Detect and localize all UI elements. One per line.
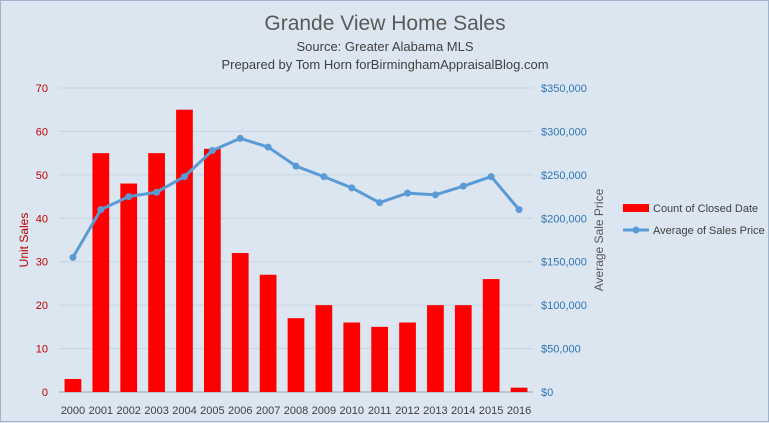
x-tick-label: 2004	[172, 405, 196, 417]
x-tick-label: 2007	[256, 405, 280, 417]
y-left-tick-label: 60	[36, 126, 48, 138]
y-left-tick-label: 70	[36, 83, 48, 95]
bar-2011	[371, 326, 389, 392]
price-point-2009	[320, 173, 328, 181]
sales-price-line	[71, 136, 521, 259]
bar-2006	[231, 253, 249, 392]
price-point-2000	[69, 253, 77, 261]
bar-2008	[287, 318, 305, 392]
y-right-tick-label: $200,000	[541, 213, 587, 225]
price-point-2008	[292, 162, 300, 170]
y-right-tick-label: $350,000	[541, 83, 587, 95]
x-tick-label: 2001	[89, 405, 113, 417]
axis-ticks: 0 10 20 30 40 50 60 70 $0 $50,000 $100,000 $150,000…	[36, 83, 587, 417]
y-right-tick-label: $50,000	[541, 344, 581, 356]
price-point-2011	[376, 199, 384, 207]
price-point-2006	[236, 134, 244, 142]
price-point-2007	[264, 143, 272, 151]
y-left-tick-label: 30	[36, 257, 48, 269]
y-left-tick-label: 40	[36, 213, 48, 225]
bar-2000	[64, 378, 82, 392]
price-point-2001	[97, 206, 105, 214]
price-point-2016	[515, 206, 523, 214]
x-tick-label: 2012	[395, 405, 419, 417]
bar-2014	[454, 305, 472, 392]
legend-bar-swatch	[623, 204, 649, 212]
bar-2010	[343, 322, 361, 392]
x-tick-label: 2015	[479, 405, 503, 417]
bar-series	[64, 109, 528, 392]
y-axis-left-label: Unit Sales	[17, 213, 31, 268]
bar-2015	[482, 279, 500, 392]
y-right-tick-label: $250,000	[541, 170, 587, 182]
y-right-tick-label: $100,000	[541, 300, 587, 312]
x-tick-label: 2003	[144, 405, 168, 417]
y-left-tick-label: 20	[36, 300, 48, 312]
price-point-2015	[487, 173, 495, 181]
price-point-2010	[348, 184, 356, 192]
x-tick-label: 2000	[61, 405, 85, 417]
legend: Count of Closed Date Average of Sales Pr…	[623, 203, 765, 237]
bar-2003	[148, 153, 165, 392]
x-tick-label: 2011	[368, 405, 392, 417]
legend-bar-label: Count of Closed Date	[653, 203, 758, 215]
y-right-tick-label: $0	[541, 387, 553, 399]
chart-title: Grande View Home Sales	[264, 12, 505, 35]
y-axis-right-label: Average Sale Price	[592, 188, 606, 291]
legend-line-label: Average of Sales Price	[653, 225, 765, 237]
line-series	[69, 134, 523, 261]
bar-2013	[427, 305, 444, 392]
x-tick-label: 2009	[312, 405, 336, 417]
price-point-2013	[431, 191, 439, 199]
bar-2005	[203, 148, 221, 392]
bar-2009	[315, 305, 333, 392]
x-tick-label: 2016	[507, 405, 531, 417]
bar-2012	[399, 322, 416, 392]
x-tick-label: 2002	[116, 405, 140, 417]
x-tick-label: 2013	[423, 405, 447, 417]
bar-2007	[259, 274, 277, 392]
y-right-tick-label: $300,000	[541, 126, 587, 138]
x-tick-label: 2005	[200, 405, 224, 417]
x-tick-label: 2014	[451, 405, 475, 417]
price-point-2002	[125, 193, 133, 201]
price-point-2005	[208, 147, 216, 155]
chart-subtitle-author: Prepared by Tom Horn forBirminghamApprai…	[221, 57, 548, 72]
gridlines	[59, 87, 533, 393]
y-left-tick-label: 0	[42, 387, 48, 399]
bar-2001	[92, 153, 110, 392]
y-left-tick-label: 10	[36, 344, 48, 356]
y-left-tick-label: 50	[36, 170, 48, 182]
y-right-tick-label: $150,000	[541, 257, 587, 269]
bar-2002	[120, 183, 138, 392]
legend-line-marker	[632, 226, 640, 234]
bar-2004	[176, 109, 193, 392]
price-point-2014	[459, 182, 467, 190]
price-point-2003	[153, 188, 161, 196]
chart-subtitle-source: Source: Greater Alabama MLS	[296, 39, 473, 54]
price-point-2012	[404, 189, 412, 197]
x-tick-label: 2008	[284, 405, 308, 417]
x-tick-label: 2010	[340, 405, 364, 417]
price-point-2004	[180, 173, 188, 181]
x-tick-label: 2006	[228, 405, 252, 417]
bar-2016	[510, 387, 528, 392]
